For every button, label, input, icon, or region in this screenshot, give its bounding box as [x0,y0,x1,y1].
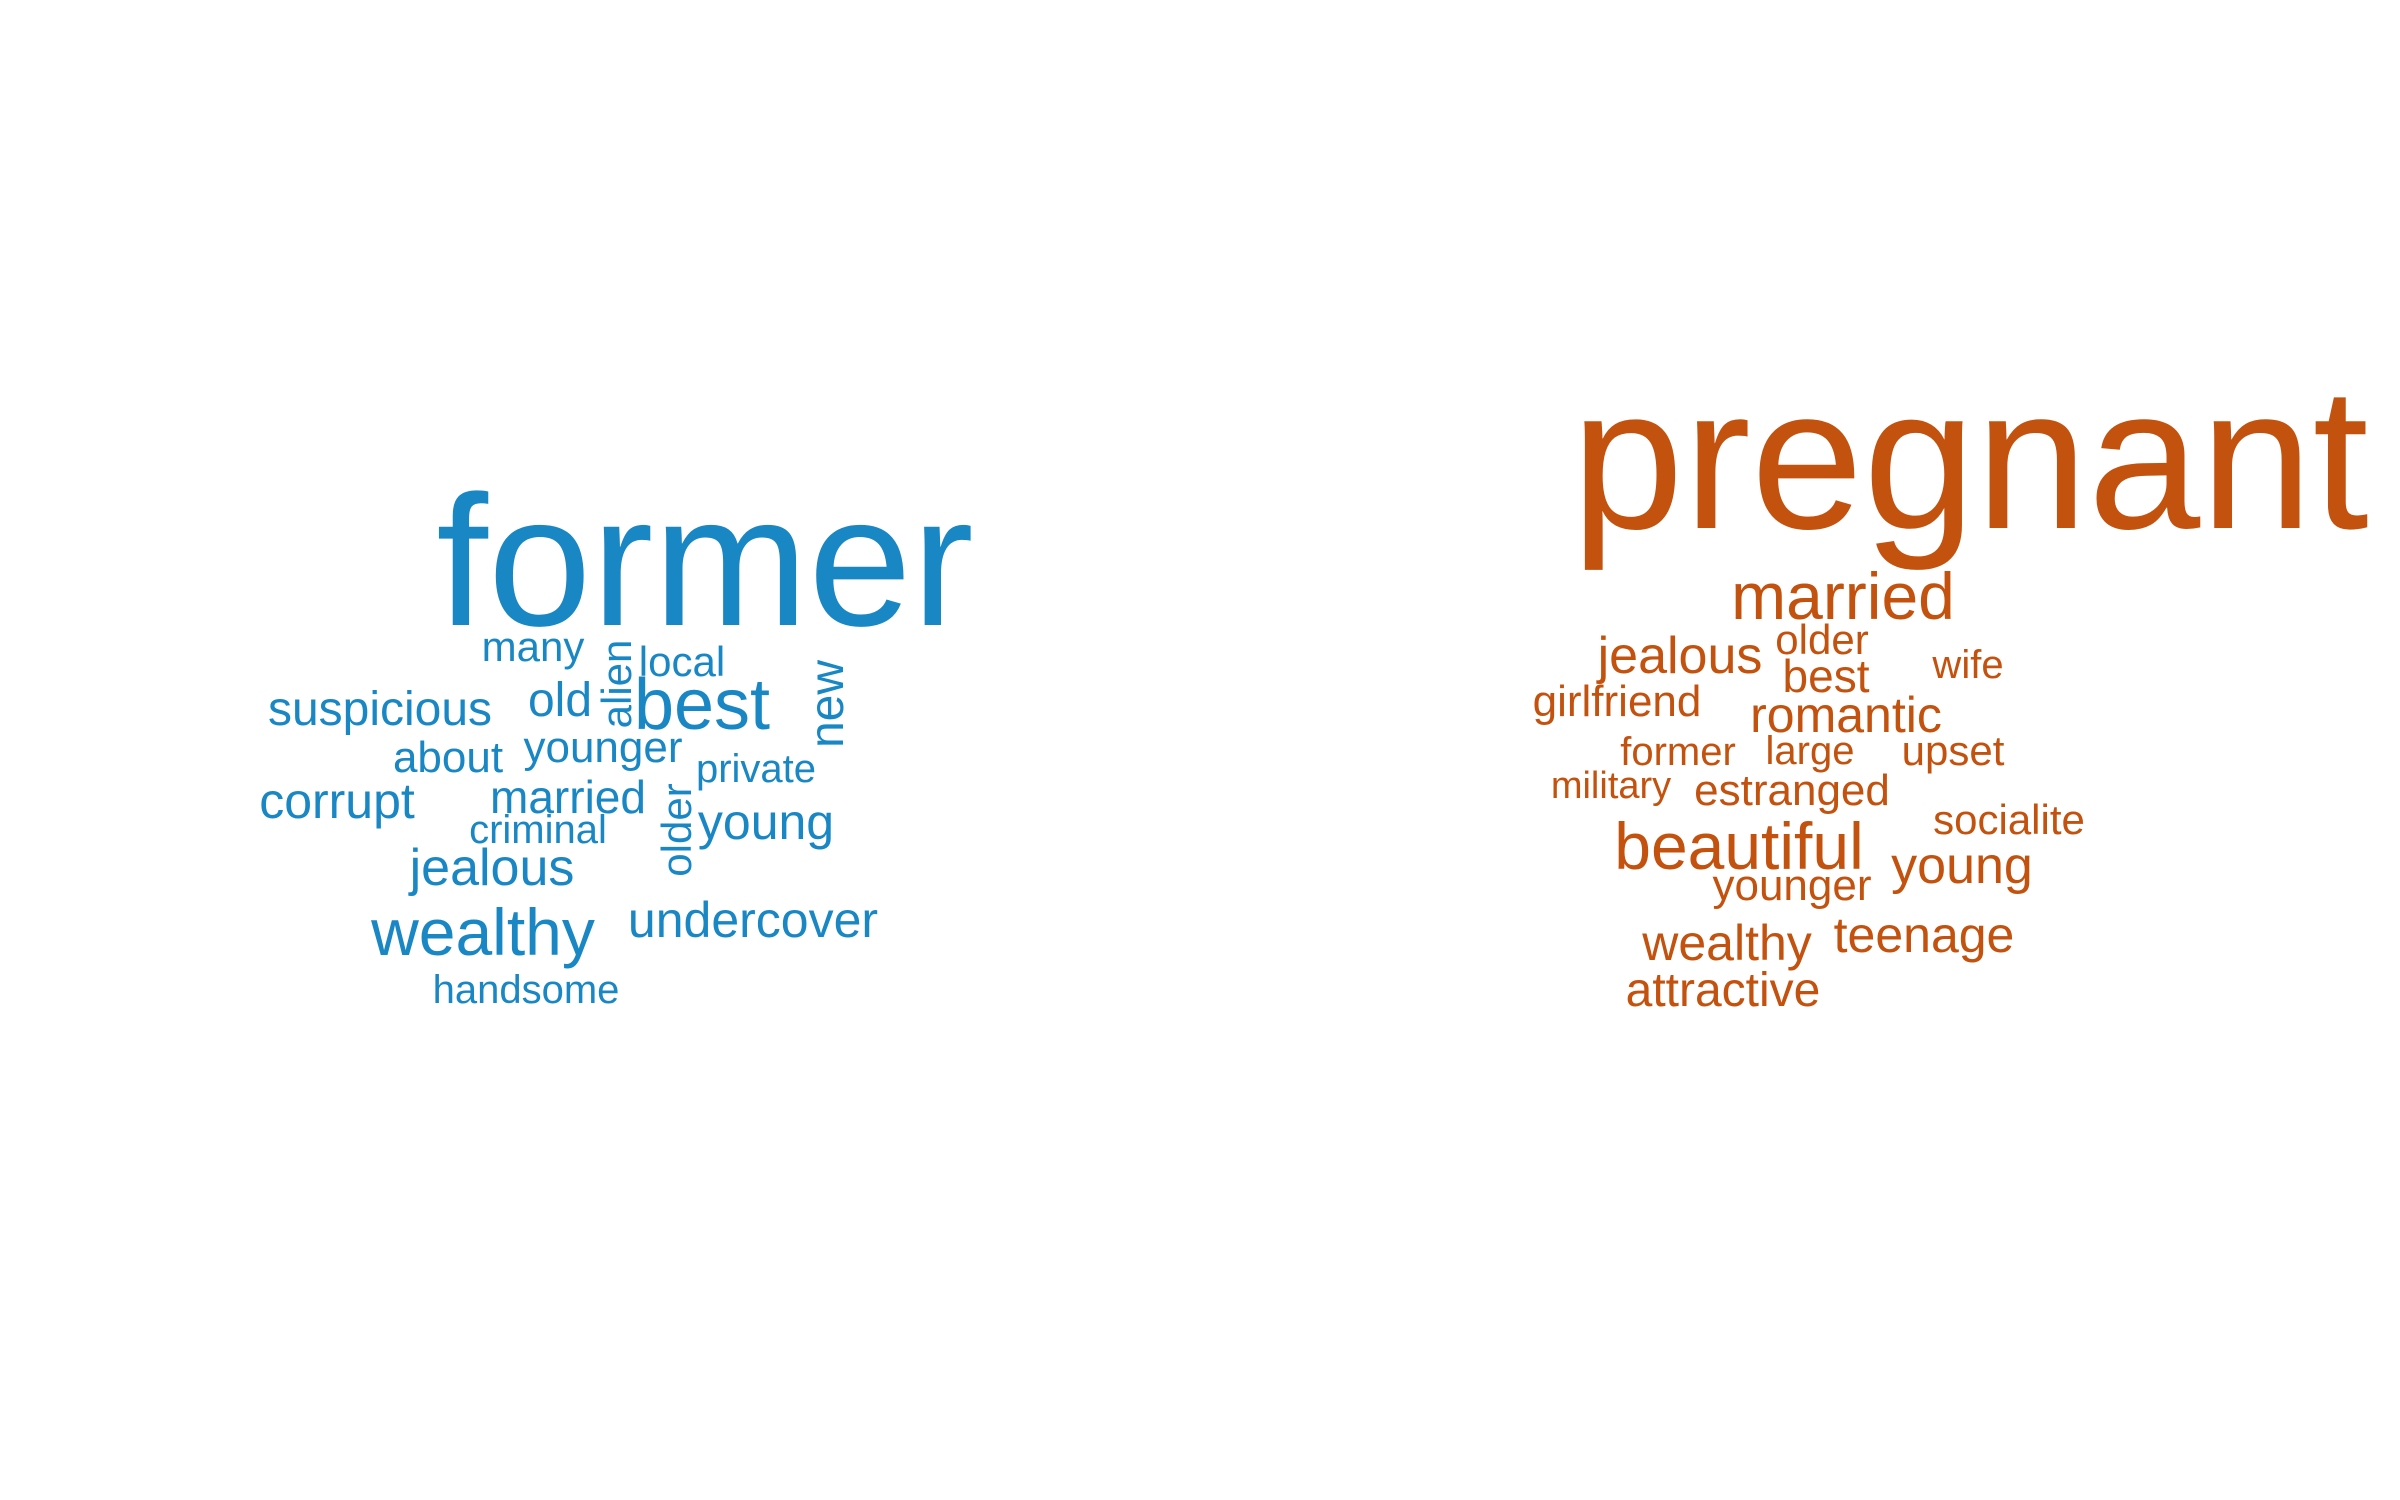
word-beautiful: beautiful [1614,809,1864,883]
word-older-right: older [1775,616,1869,663]
word-criminal: criminal [469,808,607,852]
word-attractive: attractive [1625,964,1821,1017]
word-younger: younger [523,723,683,772]
word-undercover: undercover [627,892,879,948]
word-teenage: teenage [1833,907,2015,963]
word-young: young [697,794,835,850]
word-wealthy-right: wealthy [1642,915,1812,971]
word-about: about [392,733,504,782]
word-younger-right: younger [1712,861,1872,910]
word-large: large [1765,729,1855,773]
word-former: former [436,458,974,665]
word-private: private [695,747,817,791]
word-romantic: romantic [1750,687,1942,743]
word-many: many [481,623,585,670]
word-young-right: young [1891,837,2033,895]
word-former-right: former [1620,730,1736,774]
word-military: military [1550,765,1672,807]
word-best: best [633,665,771,745]
word-suspicious: suspicious [267,683,493,736]
word-old: old [527,674,593,727]
word-girlfriend: girlfriend [1532,677,1702,726]
word-handsome: handsome [432,968,620,1012]
word-wife: wife [1932,643,2004,687]
word-socialite: socialite [1933,796,2085,843]
word-married-right: married [1731,559,1955,633]
word-wealthy: wealthy [371,895,595,969]
word-jealous: jealous [409,839,575,897]
word-estranged: estranged [1694,766,1890,815]
word-local: local [638,638,726,685]
word-pregnant: pregnant [1571,345,2369,571]
word-best-right: best [1782,650,1870,702]
word-corrupt: corrupt [259,773,415,829]
word-upset: upset [1901,727,2005,774]
word-married: married [490,771,646,823]
word-jealous-right: jealous [1597,627,1763,685]
